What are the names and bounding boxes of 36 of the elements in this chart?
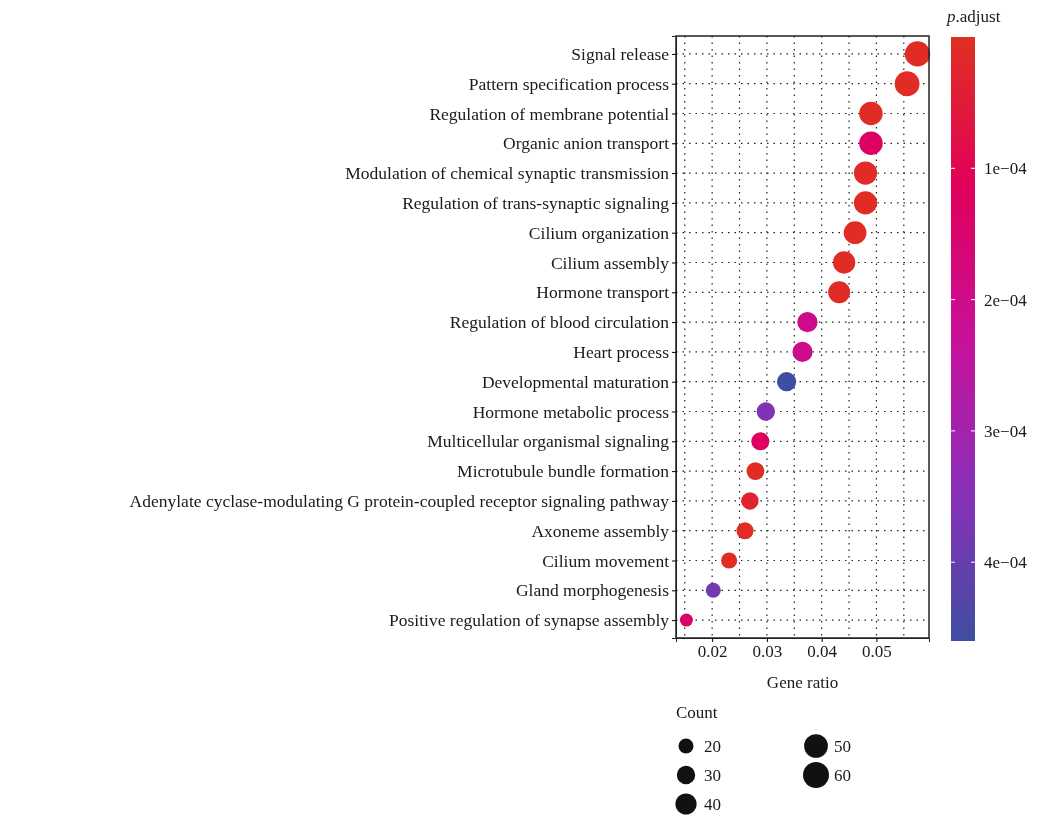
legend-label: 40 bbox=[704, 794, 721, 814]
y-tick-label: Organic anion transport bbox=[503, 133, 670, 154]
y-tick-label: Cilium movement bbox=[542, 550, 670, 571]
color-bar-label: 4e−04 bbox=[984, 553, 1028, 573]
y-tick-label: Regulation of blood circulation bbox=[449, 312, 670, 333]
y-tick-label: Multicellular organismal signaling bbox=[427, 431, 670, 452]
y-tick-label: Regulation of membrane potential bbox=[429, 103, 670, 124]
y-tick-label: Regulation of trans-synaptic signaling bbox=[402, 192, 670, 213]
y-tick-label: Cilium organization bbox=[528, 222, 670, 243]
legend-title: Count bbox=[676, 703, 718, 722]
color-bar-title: p.adjust bbox=[946, 7, 1001, 26]
x-tick-label: 0.05 bbox=[862, 642, 892, 662]
y-tick-label: Modulation of chemical synaptic transmission bbox=[345, 163, 670, 184]
y-tick-label: Gland morphogenesis bbox=[515, 580, 670, 601]
y-tick-label: Axoneme assembly bbox=[531, 520, 670, 541]
legend-label: 50 bbox=[834, 736, 851, 756]
color-bar-label: 1e−04 bbox=[984, 159, 1028, 179]
x-tick-label: 0.04 bbox=[807, 642, 838, 662]
y-tick-label: Hormone metabolic process bbox=[472, 401, 670, 422]
legend-label: 60 bbox=[834, 765, 851, 785]
y-tick-label: Heart process bbox=[573, 342, 670, 362]
x-tick-label: 0.03 bbox=[752, 642, 783, 662]
y-tick-label: Microtubule bundle formation bbox=[457, 461, 670, 482]
y-tick-label: Cilium assembly bbox=[550, 252, 670, 273]
y-tick-label: Signal release bbox=[571, 43, 670, 64]
legend-label: 30 bbox=[704, 765, 721, 785]
x-axis-title: Gene ratio bbox=[766, 673, 839, 692]
legend-label: 20 bbox=[704, 736, 721, 756]
y-tick-label: Hormone transport bbox=[536, 282, 670, 303]
y-tick-label: Developmental maturation bbox=[481, 371, 670, 392]
y-tick-label: Adenylate cyclase-modulating G protein-coupled receptor signaling pathway bbox=[129, 491, 670, 512]
color-bar-label: 2e−04 bbox=[984, 290, 1028, 310]
color-bar-label: 3e−04 bbox=[984, 421, 1028, 441]
y-tick-label: Pattern specification process bbox=[468, 73, 670, 94]
x-tick-label: 0.02 bbox=[697, 642, 728, 662]
y-tick-label: Positive regulation of synapse assembly bbox=[389, 610, 670, 631]
